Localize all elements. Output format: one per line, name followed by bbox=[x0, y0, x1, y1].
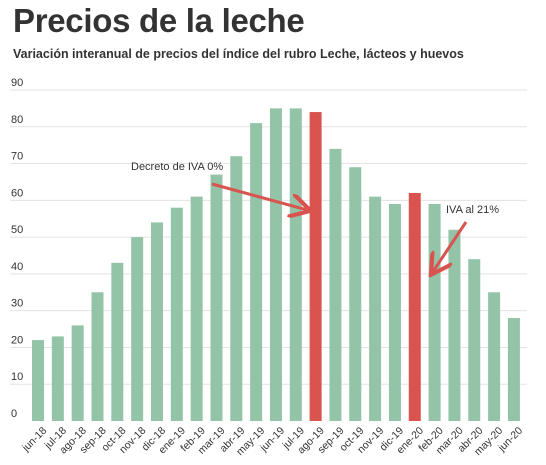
bar bbox=[507, 318, 520, 421]
bar bbox=[71, 325, 84, 421]
bar bbox=[111, 262, 124, 421]
chart-title: Precios de la leche bbox=[13, 2, 305, 39]
bar bbox=[250, 123, 263, 421]
y-tick-label: 0 bbox=[11, 408, 17, 420]
y-tick-label: 80 bbox=[11, 114, 23, 126]
x-axis-labels: jun-18jul-18ago-18sep-18oct-18nov-18dic-… bbox=[19, 425, 525, 458]
bar bbox=[388, 204, 401, 421]
bars bbox=[32, 108, 520, 421]
annotation-arrow bbox=[211, 182, 308, 210]
y-tick-label: 20 bbox=[11, 334, 23, 346]
bar bbox=[269, 108, 282, 421]
y-tick-label: 90 bbox=[11, 77, 23, 89]
y-tick-label: 40 bbox=[11, 261, 23, 273]
bar bbox=[488, 292, 501, 421]
bar-highlighted bbox=[309, 112, 322, 421]
bar bbox=[329, 148, 342, 421]
bar bbox=[468, 259, 481, 421]
y-tick-label: 70 bbox=[11, 151, 23, 163]
annotation-label: Decreto de IVA 0% bbox=[131, 161, 223, 173]
bar bbox=[210, 174, 223, 421]
bar bbox=[91, 292, 104, 421]
bar bbox=[51, 336, 64, 421]
y-tick-label: 50 bbox=[11, 224, 23, 236]
bar bbox=[349, 167, 362, 421]
annotation-label: IVA al 21% bbox=[446, 204, 499, 216]
y-axis-ticks: 0 10 20 30 40 50 60 70 80 90 bbox=[11, 77, 23, 420]
bar-highlighted bbox=[408, 192, 421, 421]
bar bbox=[170, 207, 183, 421]
bar bbox=[428, 204, 441, 421]
bar bbox=[150, 222, 163, 421]
bar bbox=[131, 237, 144, 421]
y-tick-label: 30 bbox=[11, 298, 23, 310]
annotation-arrow bbox=[433, 221, 468, 272]
y-tick-label: 60 bbox=[11, 187, 23, 199]
bar bbox=[190, 196, 203, 421]
annotations: Decreto de IVA 0% IVA al 21% bbox=[131, 161, 499, 272]
bar bbox=[230, 156, 243, 421]
y-tick-label: 10 bbox=[11, 371, 23, 383]
bar bbox=[289, 108, 302, 421]
bar bbox=[32, 340, 44, 421]
bar bbox=[448, 229, 461, 421]
bar bbox=[369, 196, 382, 421]
chart-subtitle: Variación interanual de precios del índi… bbox=[13, 47, 464, 61]
